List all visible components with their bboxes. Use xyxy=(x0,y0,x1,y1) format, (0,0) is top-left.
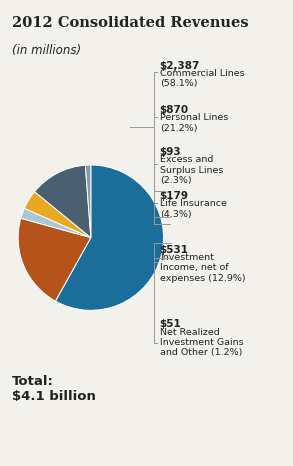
Text: Personal Lines
(21.2%): Personal Lines (21.2%) xyxy=(160,113,228,133)
Wedge shape xyxy=(55,165,163,310)
Text: $2,387: $2,387 xyxy=(160,61,200,70)
Wedge shape xyxy=(18,218,91,301)
Wedge shape xyxy=(85,165,91,238)
Text: $531: $531 xyxy=(160,245,189,254)
Text: Investment
Income, net of
expenses (12.9%): Investment Income, net of expenses (12.9… xyxy=(160,253,245,283)
Text: Net Realized
Investment Gains
and Other (1.2%): Net Realized Investment Gains and Other … xyxy=(160,328,243,357)
Wedge shape xyxy=(35,165,91,238)
Text: Total:
$4.1 billion: Total: $4.1 billion xyxy=(12,375,96,403)
Text: $179: $179 xyxy=(160,191,189,201)
Text: $870: $870 xyxy=(160,105,189,115)
Text: Life Insurance
(4.3%): Life Insurance (4.3%) xyxy=(160,199,226,219)
Text: $51: $51 xyxy=(160,319,181,329)
Wedge shape xyxy=(24,192,91,238)
Text: $93: $93 xyxy=(160,147,181,157)
Wedge shape xyxy=(21,208,91,238)
Text: Excess and
Surplus Lines
(2.3%): Excess and Surplus Lines (2.3%) xyxy=(160,155,223,185)
Text: Commercial Lines
(58.1%): Commercial Lines (58.1%) xyxy=(160,69,244,89)
Text: (in millions): (in millions) xyxy=(12,44,81,57)
Text: 2012 Consolidated Revenues: 2012 Consolidated Revenues xyxy=(12,16,248,30)
